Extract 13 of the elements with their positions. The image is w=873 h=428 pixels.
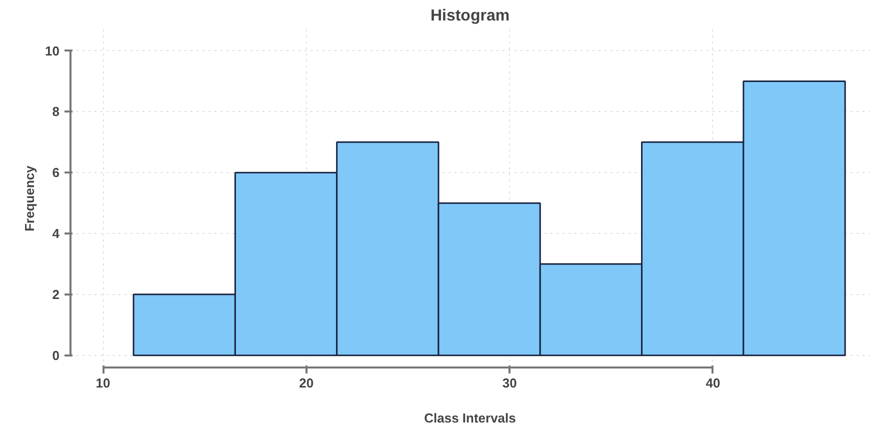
- y-tick-label: 6: [52, 165, 60, 180]
- y-tick-label: 10: [45, 43, 60, 58]
- y-tick-label: 0: [52, 348, 60, 363]
- x-tick-label: 40: [706, 376, 720, 390]
- y-tick-label: 2: [52, 286, 60, 302]
- y-axis-title: Frequency: [22, 164, 38, 232]
- x-tick-label: 20: [299, 376, 314, 390]
- x-axis-title: Class Intervals: [424, 410, 516, 426]
- chart-title: Histogram: [430, 8, 510, 24]
- y-tick-label: 4: [52, 226, 60, 242]
- x-tick-label: 10: [96, 376, 110, 390]
- x-tick-label: 30: [502, 376, 517, 390]
- y-tick-label: 8: [52, 104, 60, 120]
